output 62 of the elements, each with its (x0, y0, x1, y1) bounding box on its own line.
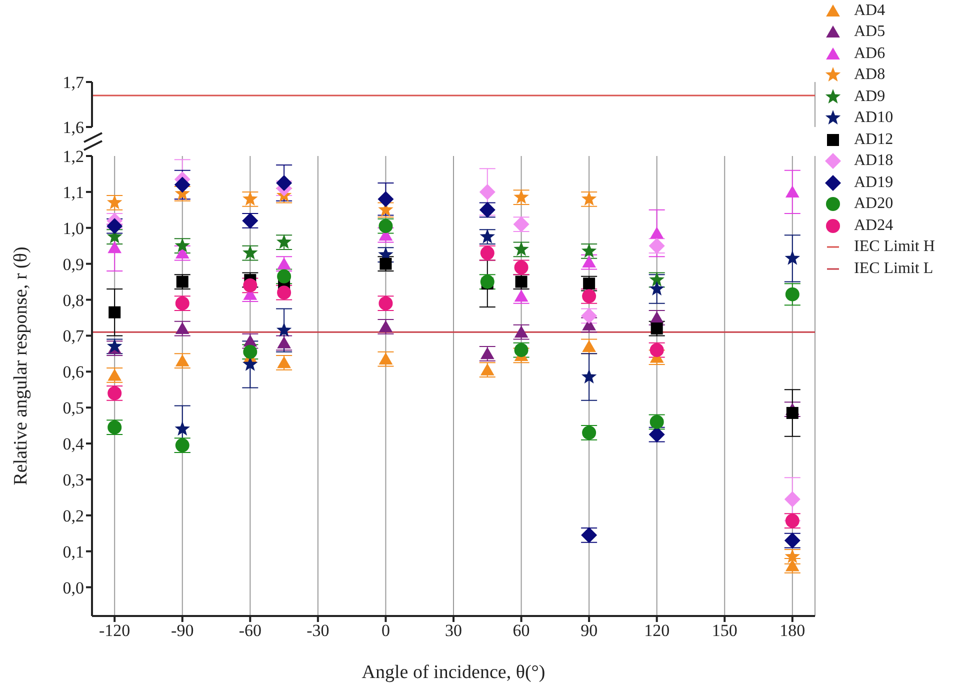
x-tick-label: -120 (99, 621, 130, 640)
x-tick-label: 60 (512, 621, 530, 640)
point (785, 287, 800, 302)
point (378, 191, 394, 208)
point (174, 176, 190, 193)
x-tick-label: 150 (712, 621, 738, 640)
legend-label: AD20 (854, 195, 894, 214)
x-tick-label: -60 (238, 621, 262, 640)
legend-label: AD9 (854, 88, 886, 106)
legend-label: AD5 (854, 23, 886, 42)
y-tick-label: 1,0 (62, 218, 84, 238)
y-tick-label: 1,6 (62, 118, 84, 138)
x-axis-title: Angle of incidence, θ(°) (362, 662, 546, 683)
x-tick-label: 30 (445, 621, 462, 640)
x-tick-label: -90 (171, 621, 194, 640)
y-tick-label: 0,6 (62, 362, 84, 382)
legend-label: AD24 (854, 216, 894, 235)
y-tick-label: 0,3 (62, 470, 84, 490)
point (479, 184, 496, 200)
legend-label: AD6 (854, 44, 886, 63)
legend-label: AD18 (854, 152, 894, 170)
y-axis-title: Relative angular response, r (θ) (10, 246, 32, 486)
text: IEC Limit H (854, 238, 935, 256)
point (786, 406, 798, 419)
point (106, 338, 122, 353)
point (480, 228, 495, 244)
point (480, 347, 494, 360)
x-tick-label: 120 (644, 621, 670, 640)
legend-label: AD10 (854, 109, 894, 128)
point (581, 369, 597, 384)
y-tick-label: 0,2 (62, 506, 84, 526)
y-tick-label: 1,1 (62, 182, 84, 202)
y-tick-label: 0,1 (62, 542, 84, 562)
y-tick-label: 1,7 (62, 73, 84, 92)
point (276, 174, 292, 191)
x-tick-label: -30 (306, 621, 330, 640)
point (276, 322, 292, 337)
point (650, 226, 664, 239)
y-tick-label: 0,0 (62, 578, 84, 598)
legend-label: AD4 (854, 2, 886, 20)
point (108, 241, 122, 254)
point (480, 363, 494, 376)
point (784, 491, 800, 508)
x-tick-label: 0 (381, 621, 390, 640)
x-tick-label: 90 (580, 621, 598, 640)
y-tick-label: 0,7 (62, 326, 84, 346)
point (784, 250, 800, 265)
y-tick-label: 0,8 (62, 290, 84, 310)
legend-label: AD8 (854, 66, 886, 84)
point (277, 336, 291, 348)
legend-label: AD19 (854, 174, 894, 192)
point (785, 185, 800, 198)
y-tick-label: 0,4 (62, 434, 84, 454)
x-tick-label: 180 (780, 621, 806, 640)
y-tick-label: 1,2 (62, 147, 84, 166)
point (649, 280, 664, 296)
point (174, 421, 190, 436)
y-tick-label: 0,9 (62, 254, 84, 274)
y-tick-label: 0,5 (62, 398, 84, 418)
legend-label: AD12 (854, 130, 894, 149)
legend-label: IEC Limit L (854, 260, 934, 278)
point (108, 306, 121, 318)
